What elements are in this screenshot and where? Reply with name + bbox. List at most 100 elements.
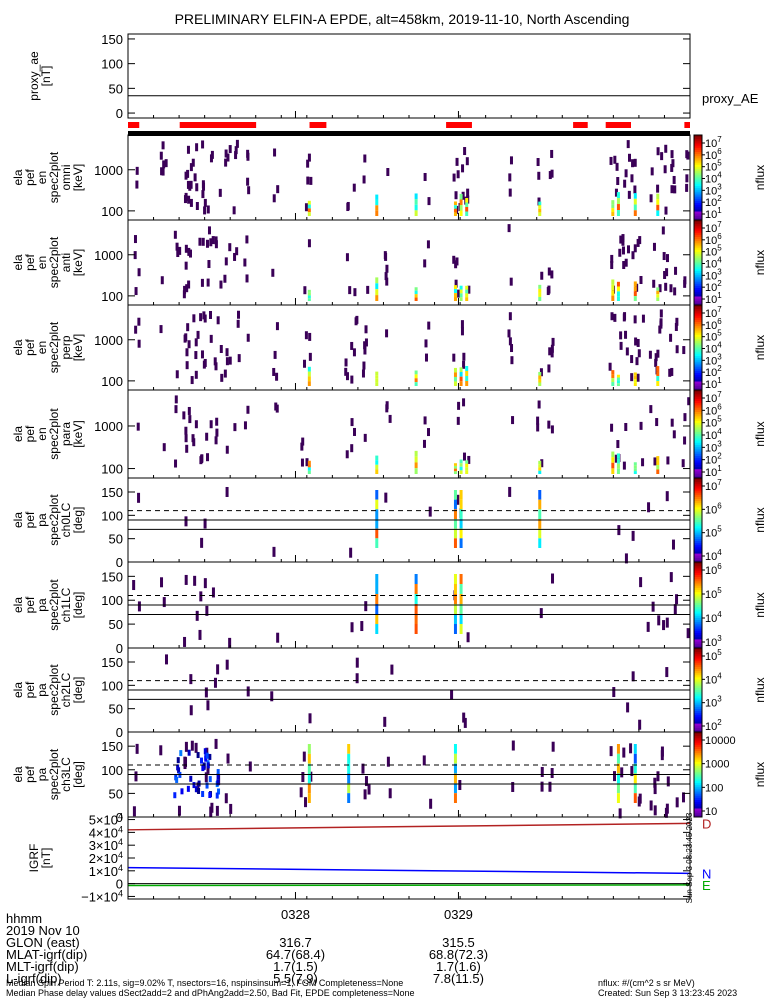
colorbar-segment [694,589,702,593]
colorbar-segment [694,471,702,475]
colorbar-segment [694,600,702,604]
colorbar-tick-label: 105 [705,586,722,601]
colorbar-segment [694,375,702,378]
spec-cell-bright [656,294,660,298]
pa-cell [194,742,198,753]
spec-cell-bright [414,378,418,383]
pa-cell [666,776,670,787]
colorbar-segment [694,228,702,232]
colorbar-segment [694,309,702,312]
spec-cell [685,183,689,192]
spec-cell [186,145,190,154]
colorbar-segment [694,520,702,523]
pa-cell [276,632,280,643]
spec-cell [308,332,312,341]
spec-cell [682,346,686,355]
colorbar-segment [694,679,702,683]
colorbar-segment [694,753,702,756]
spec-cell [686,151,690,160]
spec-cell-bright [459,210,463,216]
spec-cell [137,268,141,277]
spec-cell-bright [453,376,457,382]
colorbar-segment [694,401,702,404]
colorbar-segment [694,635,702,638]
colorbar-segment [694,194,702,198]
colorbar-segment [694,673,702,676]
spec-cell [548,171,552,180]
colorbar-segment [694,377,702,380]
colorbar-segment [694,736,702,739]
pa-cell [201,790,205,797]
colorbar-segment [694,330,702,334]
spec-cell [246,405,250,414]
ylabel-spec_omni: omni [59,164,73,190]
spec-cell-bright [633,204,637,211]
colorbar-segment [694,577,702,580]
spec-cell [187,406,191,415]
colorbar-segment [694,555,702,559]
pa-cell [609,746,613,757]
spec-cell [508,337,512,346]
pa-cell [206,762,210,769]
spec-cell [209,238,213,247]
pa-cell [208,753,212,760]
ylabel-pa_ch0: ch0LC [59,502,73,537]
colorbar-segment [694,203,702,206]
spec-cell-bright [633,462,637,466]
spec-cell [185,284,189,293]
ae-interval-bar [309,122,327,128]
spec-cell [623,312,627,321]
colorbar-segment [694,381,702,385]
spec-cell [671,159,675,168]
colorbar-segment [694,237,702,240]
spec-cell [659,320,663,329]
spec-cell [426,240,430,249]
colorbar-segment [694,749,702,752]
colorbar-tick-label: 103 [705,352,722,367]
spec-cell [306,176,310,185]
colorbar-segment [694,162,702,166]
ytick-label-spec_para: 1000 [94,419,123,434]
spec-cell-bright [459,293,463,298]
pa-cell [649,800,653,811]
spec-cell-bright [611,208,615,213]
footer-row-value: 1.7(1.5) [273,959,318,974]
spec-cell [454,191,458,200]
pa-cell-bright [616,753,620,764]
colorbar-segment [694,532,702,536]
spec-cell [350,418,354,427]
pa-cell [173,792,177,799]
spec-cell [540,271,544,280]
ytick-label-igrf: 1×104 [89,863,123,879]
colorbar-segment [694,742,702,746]
colorbar-segment [694,467,702,470]
colorbar-segment [694,645,702,649]
colorbar-segment [694,630,702,634]
spec-cell [195,143,199,152]
colorbar-segment [694,464,702,468]
pa-cell-bright [414,614,418,624]
ytick-label-proxy_ae: 0 [116,106,123,121]
spec-cell [626,140,630,149]
ylabel-spec_para: para [59,422,73,446]
ylabel-pa_ch0: [deg] [71,507,85,534]
pa-cell [200,757,204,764]
colorbar-tick-label: 103 [705,182,722,197]
spec-cell-bright [414,370,418,375]
spec-cell [619,341,623,350]
footer-row-label: 2019 Nov 10 [6,923,80,938]
pa-cell [137,601,141,612]
colorbar-segment [694,522,702,525]
spec-cell [207,226,211,235]
spec-cell-bright [307,200,311,205]
ytick-label-spec_omni: 100 [101,204,123,219]
pa-cell [361,763,365,774]
colorbar-segment [694,328,702,331]
colorbar-segment [694,307,702,310]
spec-cell [209,310,213,319]
spec-cell [670,185,674,194]
spec-cell [624,330,628,339]
spec-cell-bright [633,468,637,472]
spec-cell [189,198,193,207]
colorbar-segment [694,243,702,246]
